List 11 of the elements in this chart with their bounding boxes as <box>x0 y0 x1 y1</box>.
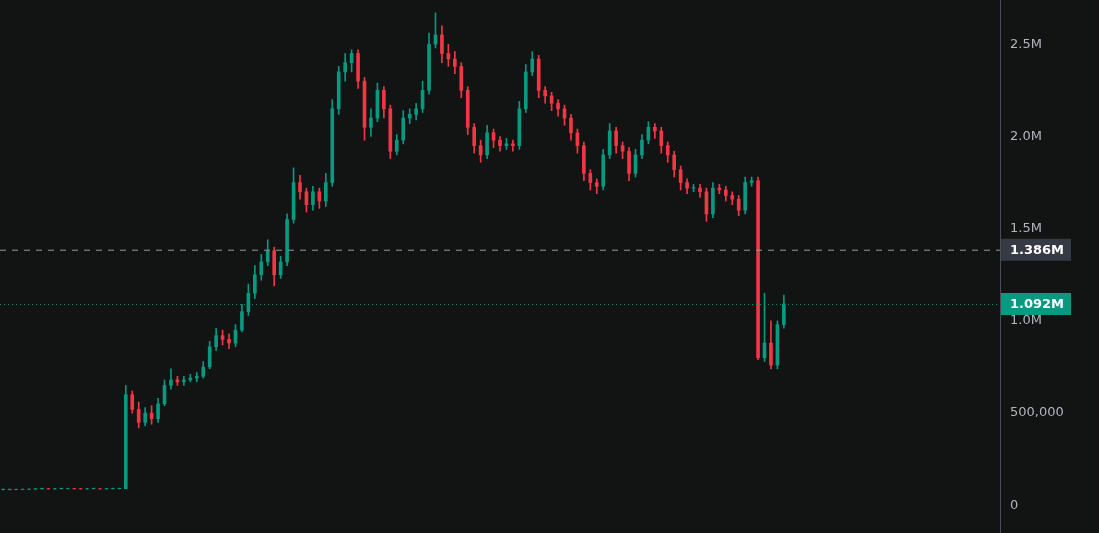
y-tick-label: 1.5M <box>1010 220 1042 236</box>
candlestick <box>653 123 657 139</box>
y-tick-label: 1.0M <box>1010 312 1042 328</box>
y-tick-label: 500,000 <box>1010 404 1064 420</box>
y-tick-label: 2.0M <box>1010 127 1042 143</box>
ref-line-label: 1.092M <box>1010 296 1065 312</box>
candlestick <box>407 108 412 124</box>
ref-line-label: 1.386M <box>1010 242 1065 258</box>
y-tick-label: 0 <box>1010 496 1019 512</box>
y-tick-label: 2.5M <box>1010 35 1042 51</box>
candlestick <box>227 333 231 349</box>
